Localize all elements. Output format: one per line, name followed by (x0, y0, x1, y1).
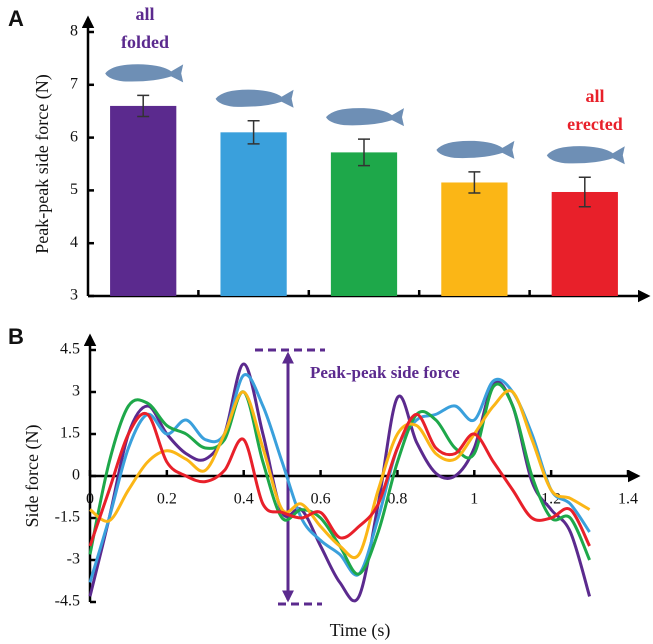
annotation: erected (567, 114, 623, 134)
y-tick-label: -4.5 (55, 593, 80, 610)
x-axis-label: Time (s) (330, 620, 391, 641)
y-tick-label: 8 (70, 23, 78, 40)
error-bar (358, 138, 370, 167)
y-tick-label: 0 (72, 467, 80, 484)
y-tick-label: 3 (72, 383, 80, 400)
x-tick-label: 1.4 (618, 491, 638, 508)
error-bar (468, 171, 481, 194)
error-bar (247, 119, 260, 145)
panel-label: B (8, 324, 24, 349)
y-tick-label: 3 (70, 287, 78, 304)
panel-label: A (8, 6, 24, 31)
y-tick-label: 4 (70, 234, 78, 251)
y-tick-label: 6 (70, 128, 78, 145)
bar (330, 152, 398, 296)
x-tick-label: 0.8 (387, 491, 407, 508)
bar (220, 132, 287, 296)
y-tick-label: 4.5 (60, 341, 80, 358)
series-line (88, 373, 591, 583)
x-tick-label: 0 (86, 491, 94, 508)
y-tick-label: 7 (70, 75, 78, 92)
bar (110, 105, 177, 296)
y-axis-label: Peak-peak side force (N) (32, 74, 53, 253)
y-tick-label: 1.5 (60, 425, 80, 442)
x-tick-label: 1 (470, 491, 478, 508)
annotation: all (585, 86, 604, 106)
annotation: folded (121, 32, 169, 52)
y-tick-label: 5 (70, 181, 78, 198)
series-line (89, 389, 591, 560)
fish-icon (546, 146, 625, 165)
fish-icon (326, 108, 404, 127)
fish-icon (215, 89, 294, 108)
series-line (88, 362, 592, 603)
y-tick-label: -3 (67, 551, 80, 568)
bar (551, 191, 618, 296)
x-tick-label: 0.2 (157, 491, 177, 508)
error-bar (137, 94, 150, 118)
error-bar (578, 176, 591, 208)
x-tick-label: 0.6 (311, 491, 331, 508)
annotation: Peak-peak side force (310, 363, 460, 382)
fish-icon (436, 140, 515, 159)
y-axis-label: Side force (N) (22, 425, 43, 528)
annotation: all (135, 4, 154, 24)
series-line (88, 411, 591, 547)
fish-icon (105, 64, 184, 83)
bar (441, 182, 508, 296)
y-tick-label: -1.5 (55, 509, 80, 526)
x-tick-label: 0.4 (234, 491, 254, 508)
